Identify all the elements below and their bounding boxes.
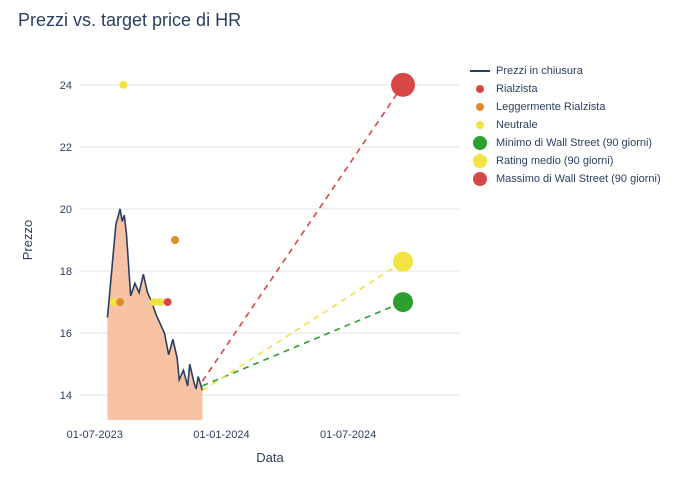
x-tick-label: 01-07-2024	[320, 429, 376, 441]
legend-item: Leggermente Rialzista	[468, 98, 661, 116]
rating-dot	[119, 81, 127, 89]
legend-label: Neutrale	[496, 119, 538, 131]
legend-label: Leggermente Rialzista	[496, 101, 605, 113]
rating-dot	[156, 298, 164, 306]
legend-swatch	[468, 99, 492, 115]
legend-label: Prezzi in chiusura	[496, 65, 583, 77]
legend-item: Prezzi in chiusura	[468, 62, 661, 80]
legend-item: Minimo di Wall Street (90 giorni)	[468, 134, 661, 152]
legend-label: Rialzista	[496, 83, 538, 95]
x-tick-label: 01-07-2023	[67, 429, 123, 441]
rating-dot	[116, 298, 124, 306]
y-tick-label: 18	[60, 266, 72, 278]
legend-swatch	[468, 153, 492, 169]
legend-label: Massimo di Wall Street (90 giorni)	[496, 173, 661, 185]
y-tick-label: 24	[60, 80, 72, 92]
y-axis-label: Prezzo	[20, 220, 35, 260]
legend-item: Rialzista	[468, 80, 661, 98]
legend: Prezzi in chiusura Rialzista Leggermente R…	[468, 62, 661, 188]
legend-item: Neutrale	[468, 116, 661, 134]
legend-label: Minimo di Wall Street (90 giorni)	[496, 137, 652, 149]
legend-swatch	[468, 171, 492, 187]
legend-label: Rating medio (90 giorni)	[496, 155, 613, 167]
x-tick-label: 01-01-2024	[193, 429, 249, 441]
legend-item: Massimo di Wall Street (90 giorni)	[468, 170, 661, 188]
x-axis-label: Data	[256, 450, 284, 465]
legend-swatch	[468, 117, 492, 133]
y-tick-label: 20	[60, 204, 72, 216]
target-dot	[393, 252, 413, 272]
legend-item: Rating medio (90 giorni)	[468, 152, 661, 170]
rating-dot	[171, 236, 179, 244]
y-tick-label: 16	[60, 328, 72, 340]
target-dot	[393, 292, 413, 312]
target-dot	[391, 73, 415, 97]
y-tick-label: 22	[60, 142, 72, 154]
legend-swatch	[468, 81, 492, 97]
legend-swatch	[468, 63, 492, 79]
chart-root: Prezzi vs. target price di HR 1416182022…	[0, 0, 700, 500]
legend-swatch	[468, 135, 492, 151]
rating-dot	[164, 298, 172, 306]
y-tick-label: 14	[60, 390, 72, 402]
